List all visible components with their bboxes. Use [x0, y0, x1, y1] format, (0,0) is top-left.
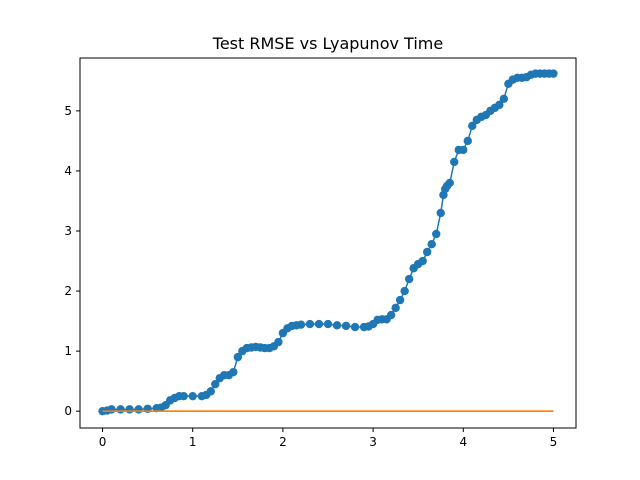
data-point — [107, 405, 115, 413]
data-point — [387, 311, 395, 319]
data-point — [549, 69, 557, 77]
data-point — [418, 257, 426, 265]
data-point — [315, 320, 323, 328]
x-tick-label: 0 — [99, 435, 107, 449]
y-tick-label: 2 — [64, 284, 72, 298]
y-tick-label: 1 — [64, 344, 72, 358]
y-tick-label: 0 — [64, 404, 72, 418]
y-tick-label: 5 — [64, 104, 72, 118]
data-point — [423, 248, 431, 256]
data-point — [229, 368, 237, 376]
x-tick-label: 1 — [189, 435, 197, 449]
data-point — [297, 320, 305, 328]
axes-layer: 0 1 2 3 4 5 0 1 2 3 4 5 — [64, 104, 557, 449]
series-line-0 — [103, 74, 554, 412]
data-point — [405, 275, 413, 283]
data-point — [116, 405, 124, 413]
x-tick-label: 5 — [550, 435, 558, 449]
plot-frame — [80, 58, 576, 428]
data-point — [189, 392, 197, 400]
data-point — [306, 320, 314, 328]
data-point — [500, 95, 508, 103]
data-point — [342, 322, 350, 330]
data-point — [459, 146, 467, 154]
x-tick-label: 3 — [369, 435, 377, 449]
data-point — [391, 304, 399, 312]
data-point — [396, 296, 404, 304]
y-tick-label: 4 — [64, 164, 72, 178]
data-point — [180, 392, 188, 400]
data-point — [428, 240, 436, 248]
data-point — [207, 387, 215, 395]
data-point — [324, 320, 332, 328]
data-point — [125, 405, 133, 413]
data-point — [437, 209, 445, 217]
data-point — [446, 179, 454, 187]
y-tick-label: 3 — [64, 224, 72, 238]
data-point — [432, 230, 440, 238]
data-point — [351, 323, 359, 331]
series-layer — [98, 69, 557, 415]
data-point — [274, 338, 282, 346]
data-point — [450, 158, 458, 166]
data-point — [400, 287, 408, 295]
data-point — [134, 405, 142, 413]
x-tick-label: 4 — [459, 435, 467, 449]
data-point — [464, 137, 472, 145]
data-point — [333, 321, 341, 329]
x-tick-label: 2 — [279, 435, 287, 449]
chart-title: Test RMSE vs Lyapunov Time — [212, 34, 443, 53]
